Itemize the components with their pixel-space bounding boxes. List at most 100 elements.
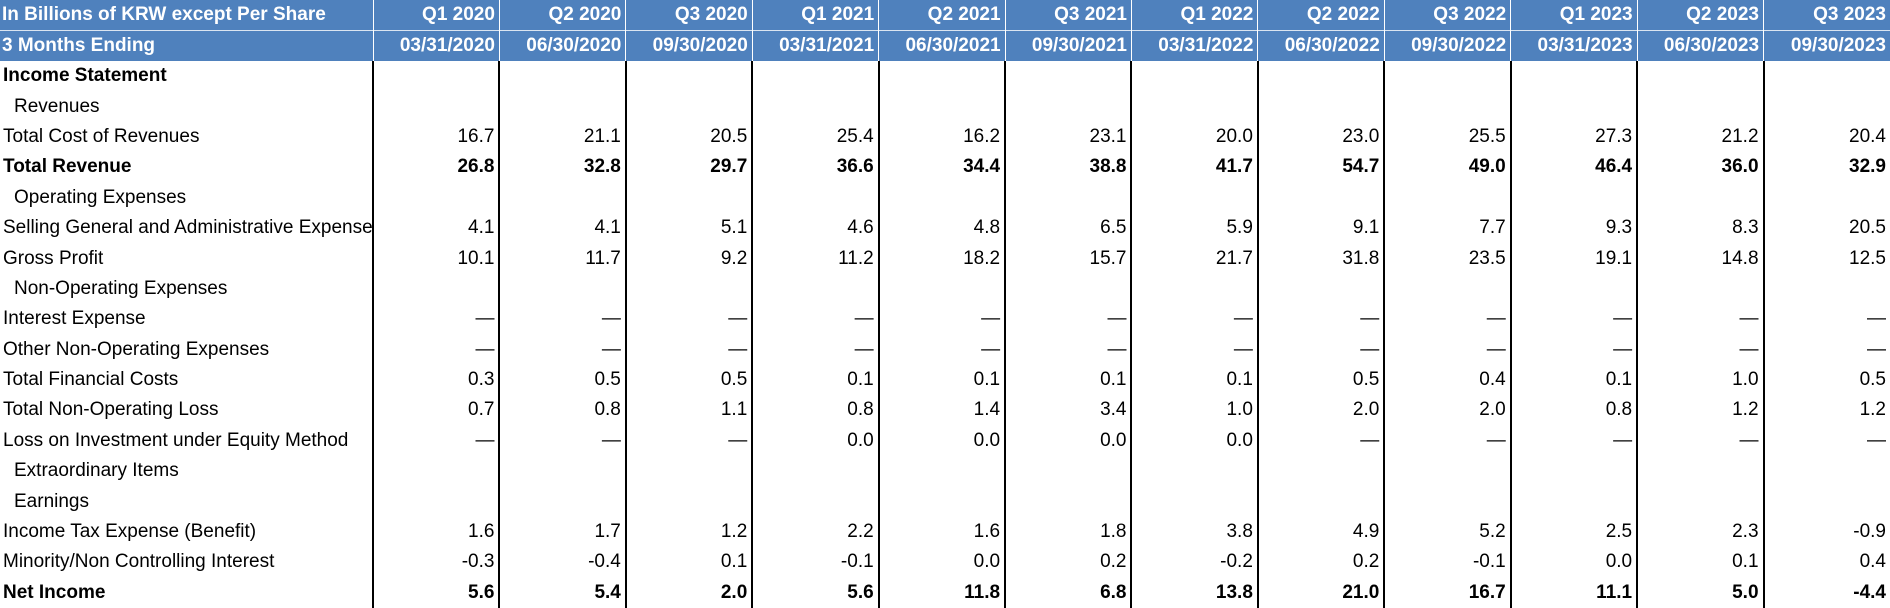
table-cell[interactable]: 16.7 xyxy=(372,121,500,153)
table-cell[interactable]: 32.8 xyxy=(498,152,626,183)
table-cell[interactable] xyxy=(1762,182,1890,213)
table-cell[interactable]: -4.4 xyxy=(1762,577,1890,608)
table-cell[interactable]: 16.2 xyxy=(877,121,1006,153)
table-cell[interactable]: 1.0 xyxy=(1130,395,1258,426)
table-cell[interactable]: 0.1 xyxy=(877,364,1006,396)
table-cell[interactable]: 0.3 xyxy=(372,364,500,396)
table-cell[interactable]: -0.4 xyxy=(498,547,626,578)
table-cell[interactable]: 1.1 xyxy=(624,395,753,426)
table-cell[interactable] xyxy=(498,456,626,487)
table-cell[interactable] xyxy=(1383,91,1511,122)
table-cell[interactable]: 31.8 xyxy=(1256,243,1385,274)
row-label[interactable]: Revenues xyxy=(14,95,100,117)
table-cell[interactable] xyxy=(1636,273,1764,305)
table-cell[interactable]: 6.5 xyxy=(1004,212,1132,244)
table-cell[interactable]: 1.8 xyxy=(1004,516,1132,548)
table-cell[interactable] xyxy=(1383,486,1511,517)
row-label[interactable]: Selling General and Administrative Expen… xyxy=(3,217,373,239)
table-cell[interactable]: 2.0 xyxy=(1383,395,1511,426)
table-cell[interactable]: 5.9 xyxy=(1130,212,1258,244)
row-label[interactable]: Total Cost of Revenues xyxy=(3,125,200,147)
table-cell[interactable]: 13.8 xyxy=(1130,577,1258,608)
table-cell[interactable] xyxy=(1509,456,1638,487)
table-cell[interactable] xyxy=(751,456,879,487)
table-cell[interactable]: -0.2 xyxy=(1130,547,1258,578)
table-cell[interactable]: 0.1 xyxy=(1636,547,1764,578)
table-cell[interactable]: 0.8 xyxy=(751,395,879,426)
table-cell[interactable] xyxy=(1509,182,1638,213)
table-cell[interactable]: — xyxy=(1762,425,1890,457)
table-cell[interactable]: 23.0 xyxy=(1256,121,1385,153)
table-cell[interactable]: 0.1 xyxy=(1509,364,1638,396)
column-header-quarter[interactable]: Q1 2020 xyxy=(372,0,500,31)
table-cell[interactable]: 1.6 xyxy=(372,516,500,548)
table-cell[interactable] xyxy=(372,91,500,122)
column-header-quarter[interactable]: Q1 2023 xyxy=(1510,0,1638,31)
table-cell[interactable]: — xyxy=(1509,334,1638,365)
column-header-date[interactable]: 06/30/2021 xyxy=(878,30,1006,61)
table-cell[interactable]: 1.0 xyxy=(1636,364,1764,396)
row-label[interactable]: Extraordinary Items xyxy=(14,460,179,482)
period-label[interactable]: 3 Months Ending xyxy=(0,30,374,61)
table-cell[interactable] xyxy=(498,61,626,92)
table-cell[interactable] xyxy=(624,456,753,487)
table-cell[interactable]: 0.2 xyxy=(1256,547,1385,578)
table-cell[interactable] xyxy=(1636,182,1764,213)
table-cell[interactable]: 12.5 xyxy=(1762,243,1890,274)
column-header-date[interactable]: 03/31/2022 xyxy=(1130,30,1258,61)
table-cell[interactable]: — xyxy=(877,304,1006,335)
row-label[interactable]: Income Statement xyxy=(3,65,167,87)
table-cell[interactable] xyxy=(624,91,753,122)
table-cell[interactable]: 9.3 xyxy=(1509,212,1638,244)
table-cell[interactable] xyxy=(1383,273,1511,305)
table-cell[interactable]: — xyxy=(624,334,753,365)
table-cell[interactable]: 34.4 xyxy=(877,152,1006,183)
table-cell[interactable]: -0.9 xyxy=(1762,516,1890,548)
table-cell[interactable] xyxy=(1636,486,1764,517)
table-cell[interactable]: — xyxy=(1636,304,1764,335)
table-cell[interactable]: — xyxy=(1256,304,1385,335)
table-cell[interactable]: — xyxy=(1383,304,1511,335)
table-cell[interactable] xyxy=(1762,61,1890,92)
table-cell[interactable] xyxy=(751,91,879,122)
table-cell[interactable]: 8.3 xyxy=(1636,212,1764,244)
table-cell[interactable] xyxy=(877,91,1006,122)
table-cell[interactable]: 49.0 xyxy=(1383,152,1511,183)
table-cell[interactable] xyxy=(1130,182,1258,213)
table-cell[interactable] xyxy=(1256,61,1385,92)
table-cell[interactable]: 14.8 xyxy=(1636,243,1764,274)
row-label[interactable]: Interest Expense xyxy=(3,308,146,330)
table-cell[interactable] xyxy=(1130,456,1258,487)
table-cell[interactable] xyxy=(1509,273,1638,305)
table-cell[interactable]: 19.1 xyxy=(1509,243,1638,274)
table-cell[interactable] xyxy=(1636,61,1764,92)
row-label[interactable]: Minority/Non Controlling Interest xyxy=(3,551,275,573)
table-cell[interactable]: 27.3 xyxy=(1509,121,1638,153)
table-cell[interactable]: 0.1 xyxy=(624,547,753,578)
table-cell[interactable] xyxy=(1130,486,1258,517)
column-header-date[interactable]: 06/30/2020 xyxy=(498,30,626,61)
table-cell[interactable]: — xyxy=(498,304,626,335)
table-cell[interactable]: 46.4 xyxy=(1509,152,1638,183)
table-cell[interactable] xyxy=(877,182,1006,213)
table-cell[interactable] xyxy=(1509,486,1638,517)
table-cell[interactable]: 5.4 xyxy=(498,577,626,608)
table-cell[interactable] xyxy=(1509,91,1638,122)
table-cell[interactable]: — xyxy=(624,304,753,335)
table-cell[interactable]: 0.4 xyxy=(1762,547,1890,578)
row-label[interactable]: Operating Expenses xyxy=(14,186,187,208)
table-cell[interactable]: 1.2 xyxy=(1762,395,1890,426)
table-cell[interactable]: 20.4 xyxy=(1762,121,1890,153)
table-cell[interactable] xyxy=(1130,61,1258,92)
column-header-date[interactable]: 06/30/2023 xyxy=(1636,30,1764,61)
table-cell[interactable]: 9.1 xyxy=(1256,212,1385,244)
table-cell[interactable]: — xyxy=(1004,304,1132,335)
table-cell[interactable]: 11.8 xyxy=(877,577,1006,608)
table-cell[interactable]: 11.7 xyxy=(498,243,626,274)
table-cell[interactable]: 15.7 xyxy=(1004,243,1132,274)
table-cell[interactable]: — xyxy=(1509,304,1638,335)
table-cell[interactable]: 2.2 xyxy=(751,516,879,548)
table-cell[interactable]: 5.0 xyxy=(1636,577,1764,608)
table-cell[interactable]: -0.1 xyxy=(1383,547,1511,578)
table-cell[interactable] xyxy=(498,182,626,213)
